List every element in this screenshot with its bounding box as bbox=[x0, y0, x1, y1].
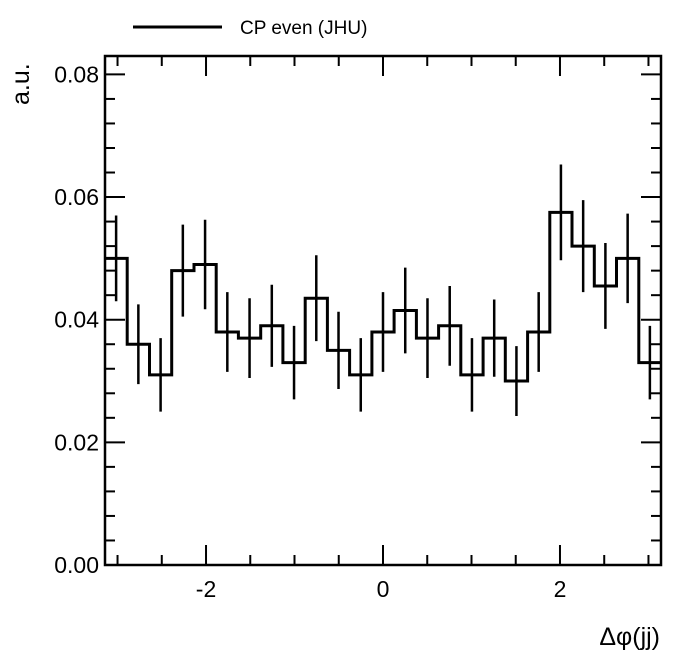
x-axis-title: Δφ(jj) bbox=[599, 623, 660, 651]
y-tick-label: 0.04 bbox=[54, 307, 99, 333]
y-tick-label: 0.08 bbox=[54, 61, 99, 87]
axis-ticks bbox=[105, 56, 661, 566]
y-axis-title: a.u. bbox=[7, 63, 35, 105]
x-tick-labels: -2 0 2 bbox=[196, 576, 567, 602]
y-tick-labels: 0.00 0.02 0.04 0.06 0.08 bbox=[54, 61, 99, 578]
x-tick-label: -2 bbox=[196, 576, 216, 602]
x-tick-label: 0 bbox=[377, 576, 390, 602]
x-tick-label: 2 bbox=[554, 576, 567, 602]
legend: CP even (JHU) bbox=[133, 18, 367, 39]
y-tick-label: 0.00 bbox=[54, 552, 99, 578]
legend-label: CP even (JHU) bbox=[240, 18, 367, 39]
y-tick-label: 0.06 bbox=[54, 184, 99, 210]
y-tick-label: 0.02 bbox=[54, 429, 99, 455]
error-bars bbox=[114, 164, 652, 416]
histogram-step-line bbox=[105, 210, 661, 383]
